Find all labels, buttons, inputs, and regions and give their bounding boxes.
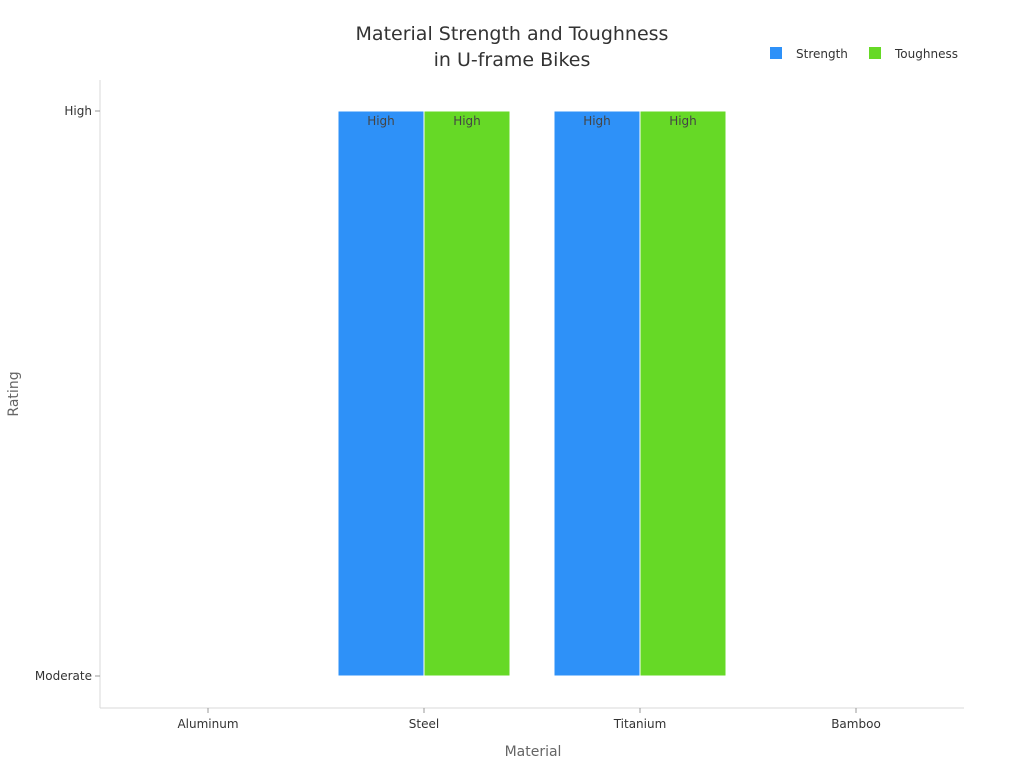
chart-title-line-2: in U-frame Bikes xyxy=(434,49,591,71)
legend-label-strength: Strength xyxy=(796,47,848,61)
y-tick-label: Moderate xyxy=(35,669,92,683)
y-axis-ticks: Moderate High xyxy=(35,104,100,683)
bar-data-label: High xyxy=(669,114,697,128)
x-axis-title: Material xyxy=(505,744,562,760)
y-tick-label: High xyxy=(64,104,92,118)
bar-data-label: High xyxy=(367,114,395,128)
bar-strength-titanium xyxy=(553,110,641,677)
x-tick-label: Bamboo xyxy=(831,717,881,731)
x-tick-label: Steel xyxy=(409,717,439,731)
plot-area xyxy=(99,80,964,709)
legend-swatch-toughness xyxy=(869,47,881,59)
bar-strength-steel xyxy=(337,110,425,677)
x-tick-label: Titanium xyxy=(613,717,667,731)
legend-label-toughness: Toughness xyxy=(894,47,958,61)
bars: High High High High xyxy=(337,110,727,677)
x-axis-ticks: Aluminum Steel Titanium Bamboo xyxy=(177,708,881,731)
bar-toughness-titanium xyxy=(639,110,727,677)
bar-toughness-steel xyxy=(423,110,511,677)
bar-data-label: High xyxy=(453,114,481,128)
legend-swatch-strength xyxy=(770,47,782,59)
legend: Strength Toughness xyxy=(770,47,958,61)
x-tick-label: Aluminum xyxy=(177,717,238,731)
chart-title-line-1: Material Strength and Toughness xyxy=(356,23,669,45)
y-axis-title: Rating xyxy=(6,371,22,416)
bar-data-label: High xyxy=(583,114,611,128)
